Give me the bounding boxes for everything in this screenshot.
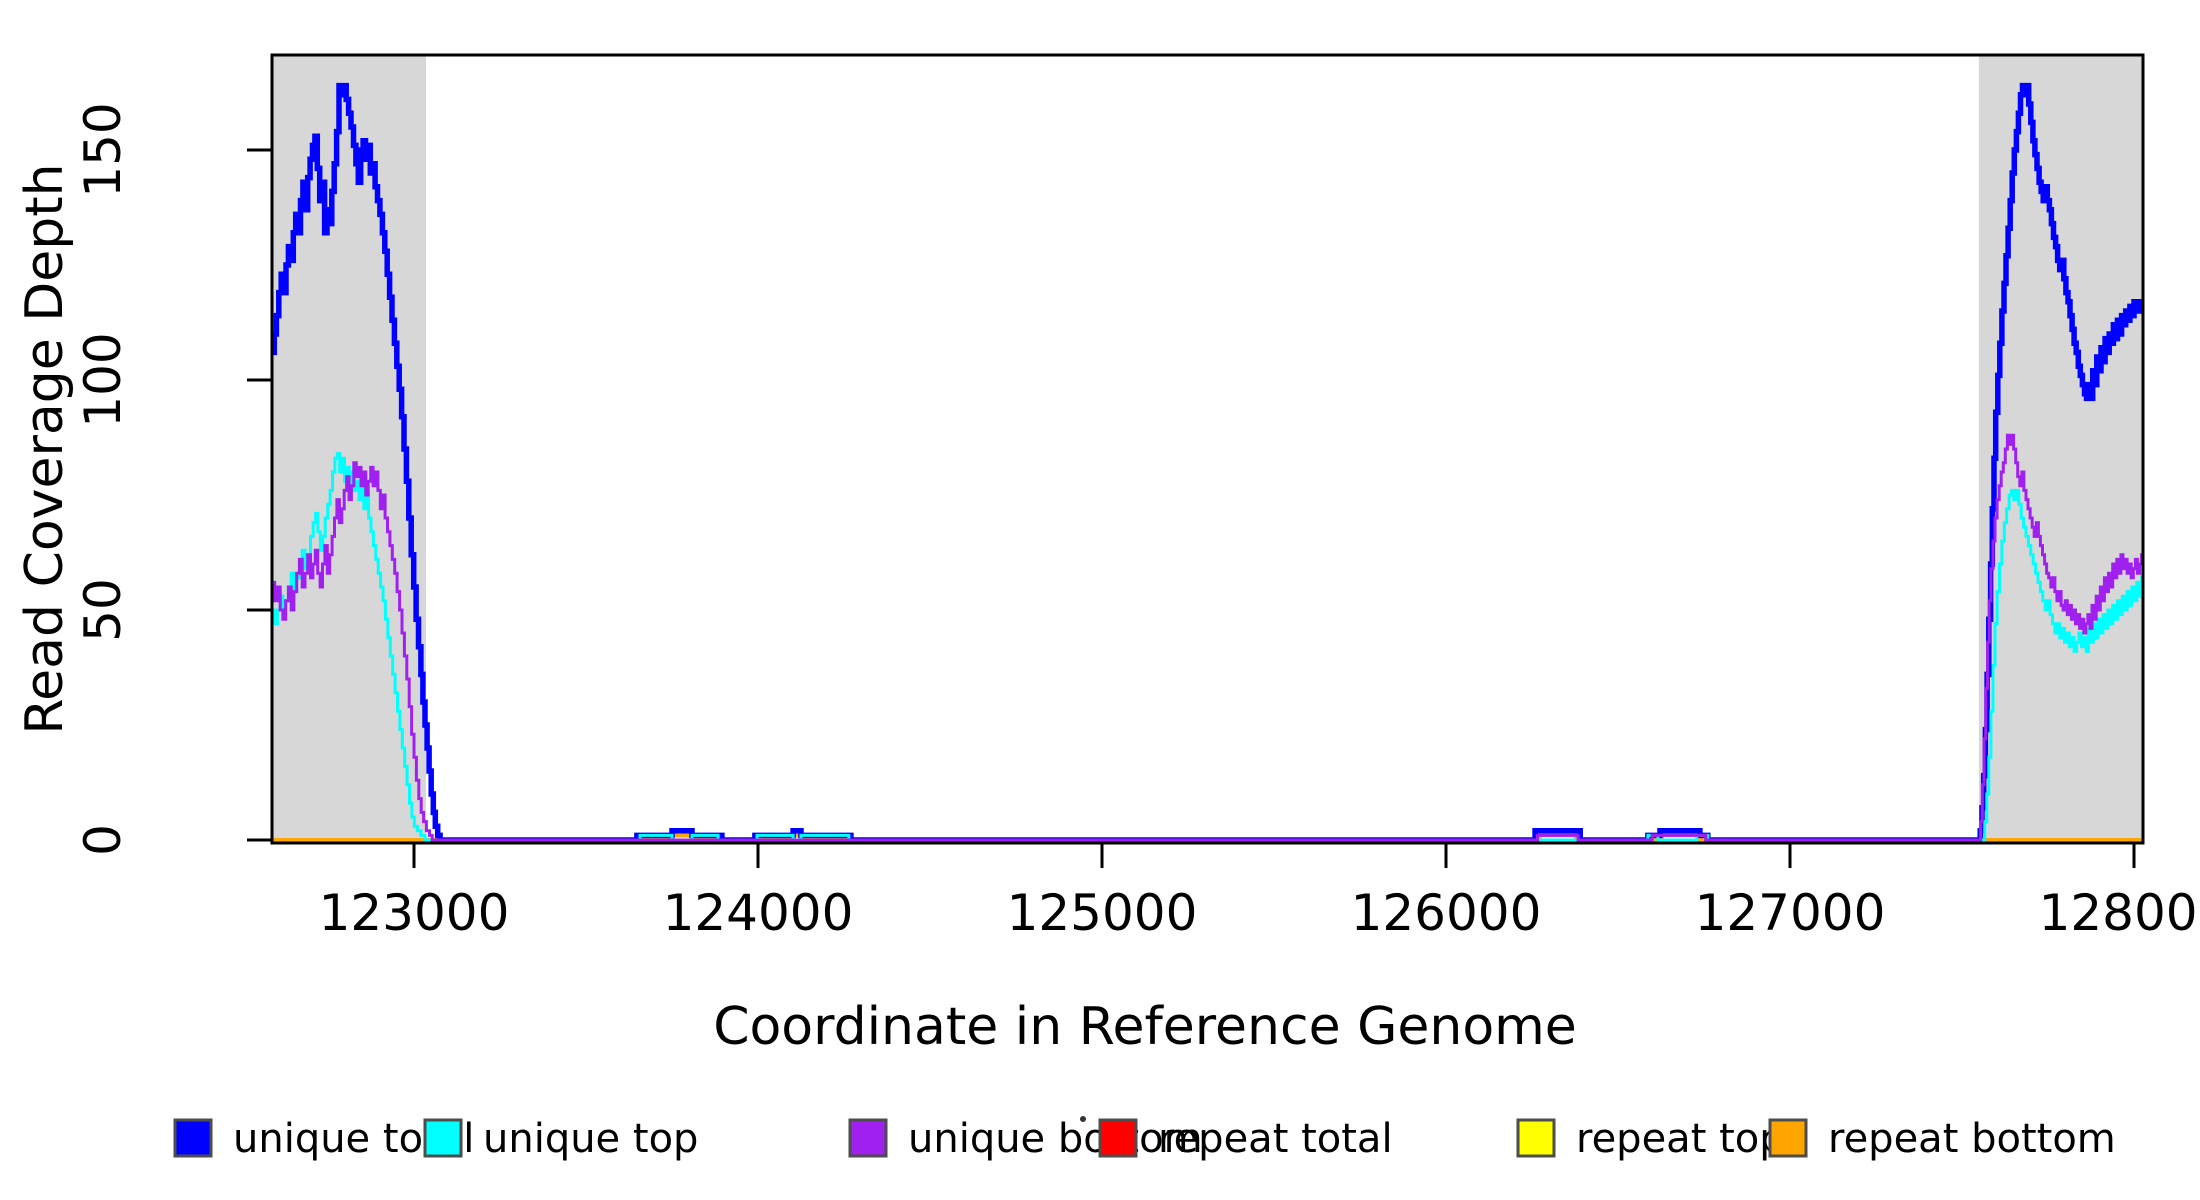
- series-lines: [272, 82, 2143, 843]
- series-line-unique-bottom: [272, 433, 2143, 842]
- legend: unique total unique top unique bottomrepea…: [173, 1116, 2116, 1162]
- legend-swatch-repeat-total: [1098, 1118, 1138, 1158]
- series-line-unique-total: [272, 82, 2143, 843]
- y-tick-label: 0: [74, 824, 132, 856]
- x-tick-label: 124000: [663, 884, 854, 942]
- x-tick-label: 125000: [1007, 884, 1198, 942]
- x-axis-title: Coordinate in Reference Genome: [713, 997, 1577, 1057]
- stray-dot: [1080, 1116, 1086, 1122]
- legend-item-unique-top: unique top: [423, 1116, 698, 1162]
- legend-swatch-repeat-top: [1516, 1118, 1556, 1158]
- x-tick-label: 127000: [1695, 884, 1886, 942]
- y-tick-label: 50: [74, 578, 132, 642]
- legend-label: unique bottom: [908, 1116, 1203, 1162]
- series-line-unique-top: [272, 452, 2143, 842]
- legend-label: repeat total: [1158, 1116, 1393, 1162]
- y-axis-title: Read Coverage Depth: [15, 163, 75, 734]
- y-tick-label: 150: [74, 102, 132, 197]
- highlight-band: [1978, 55, 2143, 843]
- legend-swatch-unique-total: [173, 1118, 213, 1158]
- highlight-bands: [272, 55, 2143, 843]
- y-axis-ticks: 0 50 100 150: [74, 102, 272, 856]
- x-tick-label: 123000: [319, 884, 510, 942]
- legend-swatch-repeat-bottom: [1768, 1118, 1808, 1158]
- legend-swatch-unique-bottom: [848, 1118, 888, 1158]
- legend-item-unique-bottom: unique bottom: [848, 1116, 1203, 1162]
- y-tick-label: 100: [74, 332, 132, 427]
- legend-label: unique top: [483, 1116, 698, 1162]
- legend-label: repeat bottom: [1828, 1116, 2116, 1162]
- legend-item-repeat-bottom: repeat bottom: [1768, 1116, 2116, 1162]
- legend-swatch-unique-top: [423, 1118, 463, 1158]
- x-tick-label: 126000: [1351, 884, 1542, 942]
- legend-item-repeat-total: repeat total: [1098, 1116, 1393, 1162]
- legend-label: repeat top: [1576, 1116, 1785, 1162]
- plot-frame: [270, 53, 2145, 845]
- legend-item-repeat-top: repeat top: [1516, 1116, 1785, 1162]
